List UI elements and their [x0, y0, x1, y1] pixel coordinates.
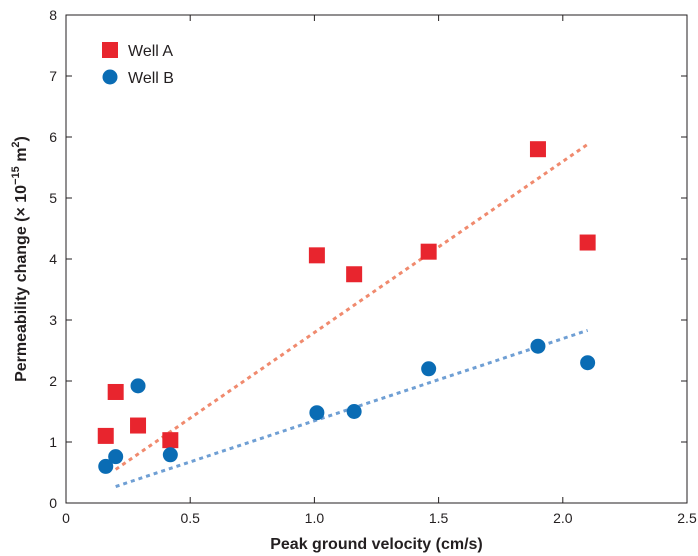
y-tick-label: 3 [49, 312, 57, 328]
legend-label: Well B [128, 70, 174, 87]
legend-label: Well A [128, 43, 173, 60]
point-well-a [97, 427, 114, 444]
x-tick-label: 1.0 [305, 510, 325, 526]
x-tick-label: 2.0 [553, 510, 573, 526]
point-well-b [421, 361, 437, 377]
y-tick-label: 5 [49, 190, 57, 206]
y-axis-title-main: Permeability change (× 10 [13, 185, 30, 382]
legend: Well A Well B [102, 42, 174, 87]
point-well-a [162, 432, 179, 449]
legend-marker-well-a [102, 42, 118, 58]
point-well-b [346, 404, 362, 419]
y-axis-title-exponent: −15 [10, 166, 22, 185]
point-well-b [108, 449, 124, 465]
y-axis-title-close: ) [13, 136, 30, 141]
data-points [97, 141, 596, 474]
legend-marker-well-b [102, 69, 118, 85]
y-axis-title: Permeability change (× 10−15 m2) [10, 136, 30, 382]
point-well-a [346, 266, 363, 283]
point-well-a [107, 383, 124, 400]
axis-ticks: 0 0.5 1.0 1.5 2.0 2.5 0 1 2 3 4 5 6 7 8 [49, 7, 697, 526]
point-well-a [420, 243, 437, 260]
y-tick-label: 4 [49, 251, 57, 267]
y-axis-title-unit: m [13, 148, 30, 167]
y-tick-label: 0 [49, 495, 57, 511]
point-well-b [580, 355, 596, 371]
point-well-b [162, 447, 178, 463]
x-axis-title: Peak ground velocity (cm/s) [270, 536, 483, 553]
y-tick-label: 6 [49, 129, 57, 145]
x-tick-label: 0 [62, 510, 70, 526]
y-tick-label: 7 [49, 68, 57, 84]
y-tick-label: 8 [49, 7, 57, 23]
point-well-b [309, 405, 325, 421]
x-tick-label: 0.5 [180, 510, 200, 526]
y-tick-label: 2 [49, 373, 57, 389]
y-axis-title-unit-exponent: 2 [10, 141, 22, 147]
point-well-a [579, 234, 596, 251]
point-well-b [530, 338, 546, 354]
trend-lines [114, 143, 589, 488]
y-tick-label: 1 [49, 434, 57, 450]
point-well-a [130, 417, 147, 434]
x-tick-label: 1.5 [429, 510, 449, 526]
point-well-b [98, 458, 114, 474]
trend-line-well-a [114, 143, 589, 471]
point-well-b [130, 378, 146, 394]
plot-frame [65, 14, 688, 504]
x-tick-label: 2.5 [677, 510, 697, 526]
point-well-a [529, 141, 546, 158]
point-well-a [308, 247, 325, 264]
